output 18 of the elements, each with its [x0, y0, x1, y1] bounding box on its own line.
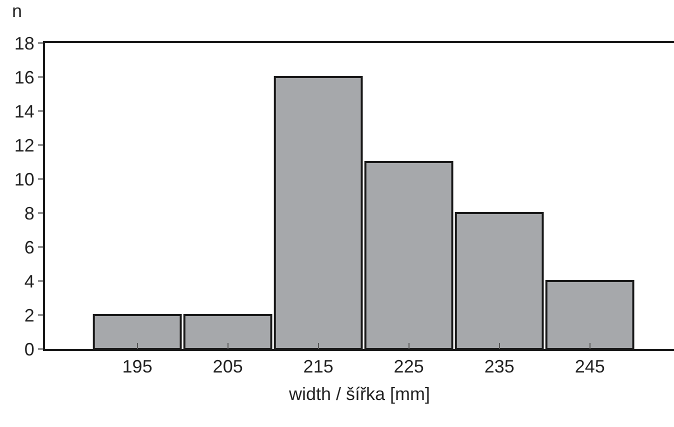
x-tick-label: 195: [122, 356, 152, 377]
y-tick-label: 10: [14, 169, 34, 190]
x-tick-label: 245: [574, 356, 605, 377]
x-tick-label: 215: [303, 356, 334, 377]
x-tick-label: 205: [212, 356, 243, 377]
y-tick-label: 8: [24, 203, 34, 224]
y-tick-label: 4: [24, 271, 34, 292]
y-tick-label: 12: [14, 135, 34, 156]
y-axis-title: n: [12, 1, 22, 21]
x-tick-label: 225: [394, 356, 424, 377]
x-tick-label: 235: [484, 356, 514, 377]
x-axis-title: width / šířka [mm]: [288, 384, 430, 404]
y-tick-label: 2: [24, 305, 34, 326]
y-tick-label: 14: [14, 101, 34, 122]
y-tick-label: 16: [14, 67, 34, 88]
y-tick-label: 6: [24, 237, 34, 258]
y-tick-label: 0: [24, 339, 34, 360]
y-tick-label: 18: [14, 33, 34, 54]
